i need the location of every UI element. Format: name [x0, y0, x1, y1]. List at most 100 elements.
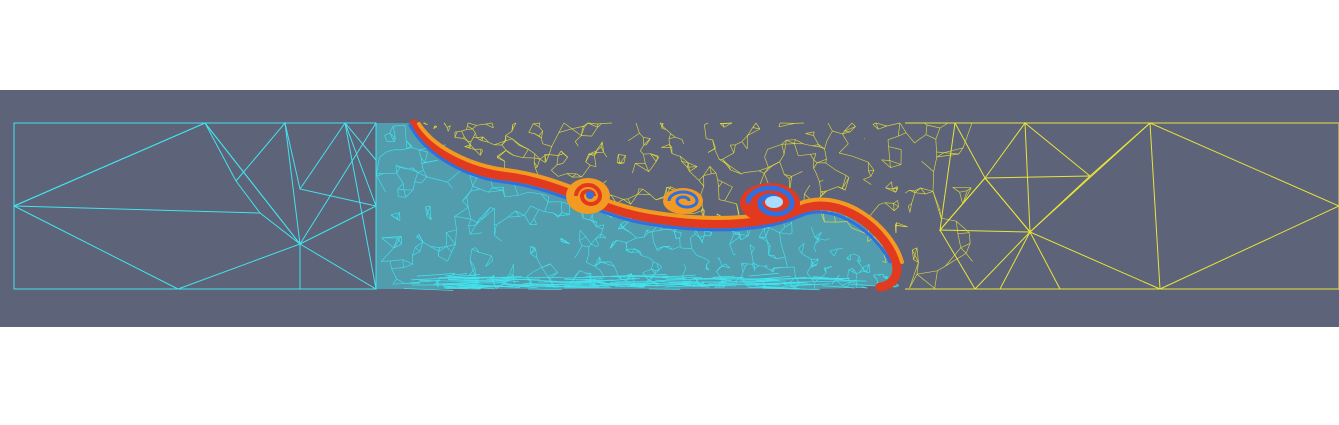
mesh-edge	[762, 286, 799, 289]
mesh-edge	[868, 161, 875, 171]
mesh-edge	[502, 190, 506, 197]
mesh-edge	[895, 225, 908, 228]
mesh-edge	[896, 222, 908, 228]
mesh-edge	[959, 192, 964, 205]
mesh-edge	[897, 200, 899, 207]
mesh-edge	[875, 122, 879, 130]
mesh-edge	[715, 172, 719, 180]
mesh-edge	[595, 146, 602, 152]
mesh-edge	[793, 266, 796, 278]
mesh-edge	[718, 187, 720, 200]
mesh-edge	[925, 124, 928, 135]
mesh-edge	[470, 185, 474, 192]
mesh-edge	[464, 146, 471, 149]
mesh-edge	[529, 218, 535, 225]
mesh-edge	[779, 232, 782, 245]
mesh-edge	[657, 155, 659, 158]
mesh-edge	[471, 248, 480, 253]
mesh-edge	[468, 225, 471, 235]
mesh-edge	[541, 263, 551, 268]
mesh-edge	[475, 247, 480, 253]
mesh-edge	[847, 281, 851, 288]
mesh-edge	[420, 157, 423, 164]
mesh-edge	[551, 169, 559, 177]
mesh-edge	[643, 138, 651, 146]
mesh-edge	[600, 146, 604, 153]
mesh-edge	[888, 146, 891, 161]
mesh-edge	[610, 261, 615, 267]
mesh-edge	[916, 134, 927, 142]
mesh-edge	[853, 272, 858, 275]
mesh-edge	[703, 173, 712, 177]
mesh-edge	[798, 242, 805, 249]
mesh-edge	[784, 174, 790, 179]
mesh-edge	[507, 216, 520, 218]
mesh-edge	[859, 263, 864, 269]
mesh-edge	[461, 130, 465, 137]
mesh-edge	[485, 123, 494, 129]
mesh-edge	[528, 149, 535, 154]
mesh-edge	[571, 173, 577, 178]
mesh-edge	[883, 275, 887, 278]
mesh-edge	[579, 240, 583, 246]
mesh-edge	[781, 143, 795, 145]
mesh-edge	[511, 138, 520, 146]
mesh-edge	[817, 237, 826, 241]
mesh-edge	[666, 186, 671, 188]
mesh-edge	[533, 209, 539, 219]
mesh-edge	[491, 255, 494, 261]
mesh-edge	[885, 187, 896, 193]
mesh-edge	[786, 139, 795, 144]
mesh-edge	[391, 268, 398, 280]
mesh-edge	[844, 122, 853, 132]
mesh-edge	[721, 263, 726, 267]
mesh-edge	[907, 205, 911, 213]
mesh-edge	[601, 122, 613, 124]
mesh-edge	[461, 129, 467, 132]
mesh-edge	[573, 284, 609, 287]
mesh-edge	[853, 253, 860, 258]
mesh-edge	[724, 186, 733, 201]
mesh-edge	[490, 207, 495, 209]
mesh-edge	[643, 232, 649, 238]
mesh-edge	[788, 176, 793, 179]
mesh-edge	[852, 155, 869, 163]
mesh-edge	[916, 262, 919, 275]
mesh-edge	[376, 172, 384, 175]
mesh-edge	[959, 190, 968, 193]
mesh-edge	[472, 267, 476, 271]
mesh-edge	[704, 257, 710, 262]
mesh-edge	[827, 122, 833, 132]
mesh-edge	[825, 162, 836, 171]
mesh-edge	[558, 128, 572, 133]
mesh-edge	[513, 155, 524, 159]
mesh-edge	[703, 166, 711, 176]
mesh-edge	[758, 167, 769, 172]
mesh-edge	[824, 269, 827, 273]
mesh-edge	[454, 216, 457, 230]
mesh-edge	[623, 155, 626, 163]
mesh-edge	[505, 131, 512, 136]
mesh-edge	[524, 205, 531, 216]
mesh-edge	[663, 187, 668, 198]
mesh-edge	[934, 270, 938, 289]
mesh-edge	[586, 262, 595, 267]
mesh-edge	[438, 255, 448, 262]
mesh-edge	[811, 277, 848, 280]
mesh-edge	[813, 162, 818, 169]
mesh-edge	[844, 177, 850, 191]
mesh-edge	[472, 270, 477, 277]
light-fluid-region	[416, 121, 1339, 290]
mesh-edge	[705, 264, 707, 270]
mesh-edge	[818, 144, 825, 150]
mesh-edge	[627, 198, 632, 205]
mesh-edge	[761, 236, 766, 239]
mesh-edge	[707, 147, 716, 153]
mesh-edge	[816, 158, 827, 164]
mesh-edge	[547, 272, 558, 278]
mesh-edge	[517, 191, 529, 196]
mesh-edge	[533, 218, 537, 225]
mesh-edge	[420, 157, 426, 163]
mesh-edge	[914, 140, 918, 144]
mesh-edge	[416, 273, 455, 277]
